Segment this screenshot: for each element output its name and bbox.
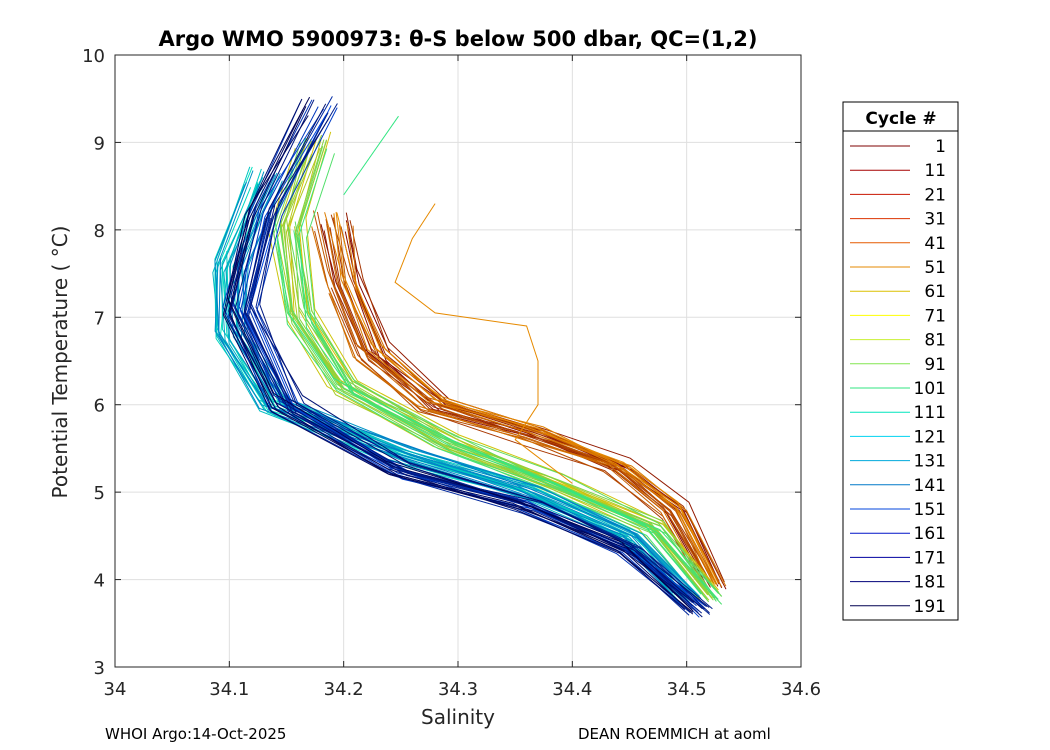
grid bbox=[115, 55, 801, 667]
legend-label: 81 bbox=[924, 331, 946, 351]
y-tick-label: 5 bbox=[94, 483, 105, 504]
profile-line bbox=[305, 153, 717, 602]
profile-line bbox=[328, 293, 702, 586]
legend-label: 111 bbox=[914, 403, 946, 423]
profile-line bbox=[249, 205, 710, 608]
profile-line bbox=[346, 221, 727, 587]
x-tick-label: 34.1 bbox=[209, 679, 249, 700]
y-tick-label: 7 bbox=[94, 308, 105, 329]
profile-line bbox=[324, 212, 715, 585]
legend-label: 31 bbox=[924, 210, 946, 230]
profile-line bbox=[298, 148, 719, 600]
legend: Cycle # 11121314151617181911011111211311… bbox=[842, 101, 959, 621]
profile-line bbox=[228, 106, 694, 612]
legend-label: 171 bbox=[914, 548, 946, 568]
profile-line bbox=[214, 181, 674, 594]
profile-line bbox=[242, 118, 703, 618]
profile-line bbox=[276, 239, 703, 604]
x-axis-label: Salinity bbox=[421, 705, 495, 729]
legend-label: 11 bbox=[924, 161, 946, 181]
x-tick-label: 34.5 bbox=[667, 679, 707, 700]
y-tick-label: 9 bbox=[94, 133, 105, 154]
profile-line-highlight bbox=[394, 203, 573, 484]
y-tick-label: 3 bbox=[94, 658, 105, 679]
profile-line bbox=[330, 287, 704, 586]
profile-line bbox=[236, 172, 692, 594]
profile-line bbox=[298, 140, 722, 597]
x-tick-label: 34.3 bbox=[438, 679, 478, 700]
profile-line bbox=[224, 108, 686, 610]
profile-line bbox=[305, 131, 719, 591]
legend-label: 51 bbox=[924, 258, 946, 278]
profile-line bbox=[316, 211, 709, 582]
profile-line bbox=[255, 103, 713, 610]
legend-label: 181 bbox=[914, 573, 946, 593]
x-tick-label: 34 bbox=[104, 679, 127, 700]
legend-label: 101 bbox=[914, 379, 946, 399]
profile-line bbox=[234, 99, 693, 606]
y-tick-label: 4 bbox=[94, 571, 105, 592]
legend-label: 141 bbox=[914, 476, 946, 496]
profile-line bbox=[243, 103, 703, 610]
x-tick-label: 34.6 bbox=[781, 679, 821, 700]
y-axis-label: Potential Temperature ( °C) bbox=[48, 226, 72, 499]
profile-line bbox=[226, 96, 688, 606]
legend-label: 151 bbox=[914, 500, 946, 520]
profile-line bbox=[243, 180, 697, 595]
legend-label: 21 bbox=[924, 185, 946, 205]
plot-series bbox=[212, 96, 727, 618]
x-tick-label: 34.2 bbox=[324, 679, 364, 700]
profile-line bbox=[311, 226, 704, 582]
legend-label: 1 bbox=[935, 137, 946, 157]
profile-line bbox=[222, 115, 694, 615]
profile-line bbox=[335, 211, 717, 585]
profile-line bbox=[236, 174, 691, 597]
y-tick-label: 6 bbox=[94, 396, 105, 417]
profile-line bbox=[239, 172, 695, 597]
legend-label: 41 bbox=[924, 234, 946, 254]
profile-line bbox=[333, 213, 718, 585]
profile-line bbox=[248, 217, 711, 615]
legend-label: 131 bbox=[914, 452, 946, 472]
legend-label: 91 bbox=[924, 355, 946, 375]
profile-line bbox=[300, 139, 715, 597]
profile-line bbox=[313, 210, 710, 581]
profile-line bbox=[243, 265, 702, 599]
y-tick-label: 8 bbox=[94, 221, 105, 242]
legend-label: 121 bbox=[914, 427, 946, 447]
legend-label: 191 bbox=[914, 597, 946, 617]
profile-line bbox=[228, 214, 694, 613]
footer-operator: DEAN ROEMMICH at aoml bbox=[578, 725, 771, 743]
profile-line bbox=[294, 139, 714, 601]
legend-label: 71 bbox=[924, 306, 946, 326]
profile-line bbox=[314, 230, 705, 585]
x-tick-label: 34.4 bbox=[552, 679, 592, 700]
chart-title: Argo WMO 5900973: θ-S below 500 dbar, QC… bbox=[159, 27, 758, 51]
profile-line bbox=[296, 236, 723, 605]
legend-title: Cycle # bbox=[865, 109, 936, 129]
footer-credit: WHOI Argo:14-Oct-2025 bbox=[105, 725, 287, 743]
profile-line-highlight bbox=[343, 115, 399, 196]
profile-line bbox=[336, 212, 719, 584]
profile-line bbox=[285, 134, 710, 595]
legend-label: 161 bbox=[914, 524, 946, 544]
legend-label: 61 bbox=[924, 282, 946, 302]
y-tick-label: 10 bbox=[82, 46, 105, 67]
